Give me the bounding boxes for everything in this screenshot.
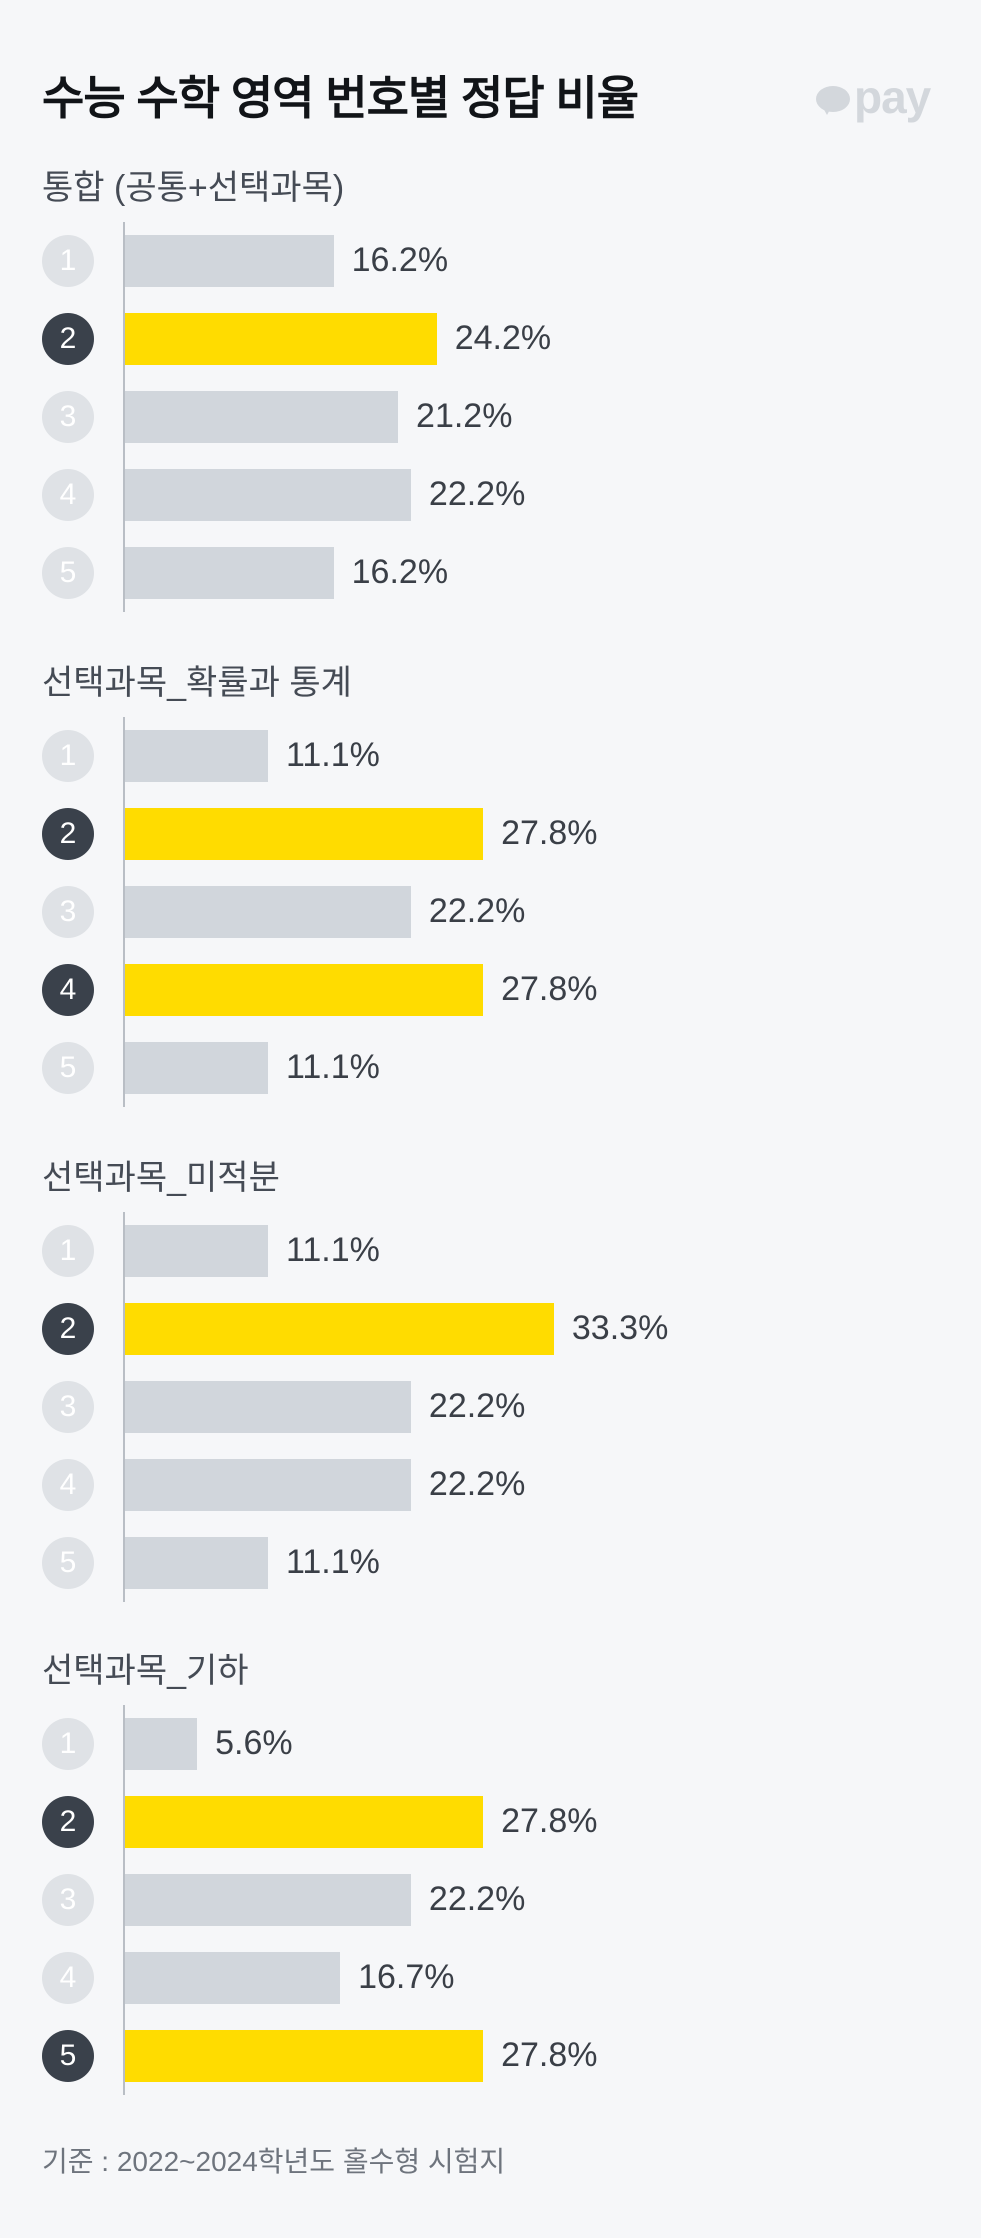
section-title: 선택과목_미적분 — [42, 1159, 280, 1197]
chart-axis — [123, 1212, 125, 1602]
bar — [125, 547, 334, 599]
section-title: 선택과목_확률과 통계 — [42, 664, 352, 702]
answer-number-badge: 5 — [42, 1537, 94, 1589]
answer-number-badge: 2 — [42, 313, 94, 365]
footnote: 기준 : 2022~2024학년도 홀수형 시험지 — [42, 2146, 506, 2177]
answer-number-badge: 2 — [42, 808, 94, 860]
bar — [125, 886, 411, 938]
bar — [125, 469, 411, 521]
value-label: 22.2% — [428, 892, 526, 930]
answer-number-badge: 4 — [42, 469, 94, 521]
answer-number-badge: 3 — [42, 1874, 94, 1926]
value-label: 22.2% — [428, 475, 526, 513]
answer-number-badge: 1 — [42, 235, 94, 287]
answer-number-badge: 3 — [42, 391, 94, 443]
value-label: 11.1% — [285, 1231, 380, 1269]
value-label: 27.8% — [501, 970, 598, 1008]
bar — [125, 1952, 341, 2004]
value-label: 33.3% — [571, 1309, 669, 1347]
bar-row: 2 24.2% — [0, 300, 981, 378]
value-label: 27.8% — [501, 1802, 598, 1840]
bar-row: 3 21.2% — [0, 378, 981, 456]
value-label: 11.1% — [285, 1543, 380, 1581]
bar — [125, 2030, 484, 2082]
value-label: 22.2% — [428, 1880, 526, 1918]
bar — [125, 1874, 411, 1926]
page-title: 수능 수학 영역 번호별 정답 비율 — [42, 72, 639, 124]
bar-row: 1 5.6% — [0, 1705, 981, 1783]
bar-row: 5 11.1% — [0, 1524, 981, 1602]
bar-row: 4 22.2% — [0, 1446, 981, 1524]
bar-row: 1 11.1% — [0, 1212, 981, 1290]
value-label: 11.1% — [285, 736, 380, 774]
bar-row: 5 27.8% — [0, 2017, 981, 2095]
value-label: 27.8% — [501, 2036, 598, 2074]
bar — [125, 1796, 484, 1848]
bar — [125, 391, 399, 443]
bar — [125, 1459, 411, 1511]
bar-row: 3 22.2% — [0, 1861, 981, 1939]
value-label: 11.1% — [285, 1048, 380, 1086]
bar — [125, 1381, 411, 1433]
answer-number-badge: 2 — [42, 1303, 94, 1355]
logo-text: pay — [854, 71, 931, 123]
bar-row: 4 16.7% — [0, 1939, 981, 2017]
value-label: 16.2% — [351, 241, 449, 279]
bar — [125, 808, 484, 860]
section-title: 선택과목_기하 — [42, 1652, 249, 1690]
value-label: 16.7% — [358, 1958, 455, 1996]
bar — [125, 964, 484, 1016]
value-label: 24.2% — [454, 319, 552, 357]
pay-logo: pay — [816, 70, 940, 124]
bar — [125, 313, 437, 365]
speech-bubble-tail — [822, 106, 832, 115]
value-label: 5.6% — [215, 1724, 293, 1762]
bar-row: 5 16.2% — [0, 534, 981, 612]
bar-row: 1 11.1% — [0, 717, 981, 795]
value-label: 16.2% — [351, 553, 449, 591]
answer-number-badge: 4 — [42, 1952, 94, 2004]
value-label: 21.2% — [416, 397, 513, 435]
bar — [125, 1718, 198, 1770]
chart-axis — [123, 1705, 125, 2095]
answer-number-badge: 5 — [42, 547, 94, 599]
section-title: 통합 (공통+선택과목) — [42, 169, 345, 207]
answer-number-badge: 1 — [42, 730, 94, 782]
chart-axis — [123, 222, 125, 612]
bar-row: 2 27.8% — [0, 795, 981, 873]
bar — [125, 1042, 268, 1094]
bar-row: 5 11.1% — [0, 1029, 981, 1107]
bar-row: 2 27.8% — [0, 1783, 981, 1861]
answer-number-badge: 2 — [42, 1796, 94, 1848]
speech-bubble-icon — [816, 86, 850, 112]
bar-row: 4 27.8% — [0, 951, 981, 1029]
bar-row: 3 22.2% — [0, 873, 981, 951]
answer-number-badge: 4 — [42, 1459, 94, 1511]
answer-number-badge: 4 — [42, 964, 94, 1016]
bar-row: 1 16.2% — [0, 222, 981, 300]
answer-number-badge: 1 — [42, 1718, 94, 1770]
bar — [125, 1537, 268, 1589]
value-label: 27.8% — [501, 814, 598, 852]
answer-number-badge: 3 — [42, 886, 94, 938]
answer-number-badge: 5 — [42, 1042, 94, 1094]
bar — [125, 235, 334, 287]
answer-number-badge: 1 — [42, 1225, 94, 1277]
bar-row: 4 22.2% — [0, 456, 981, 534]
value-label: 22.2% — [428, 1387, 526, 1425]
bar-row: 2 33.3% — [0, 1290, 981, 1368]
bar — [125, 730, 268, 782]
answer-number-badge: 3 — [42, 1381, 94, 1433]
answer-number-badge: 5 — [42, 2030, 94, 2082]
bar — [125, 1303, 554, 1355]
value-label: 22.2% — [428, 1465, 526, 1503]
bar — [125, 1225, 268, 1277]
chart-axis — [123, 717, 125, 1107]
bar-row: 3 22.2% — [0, 1368, 981, 1446]
